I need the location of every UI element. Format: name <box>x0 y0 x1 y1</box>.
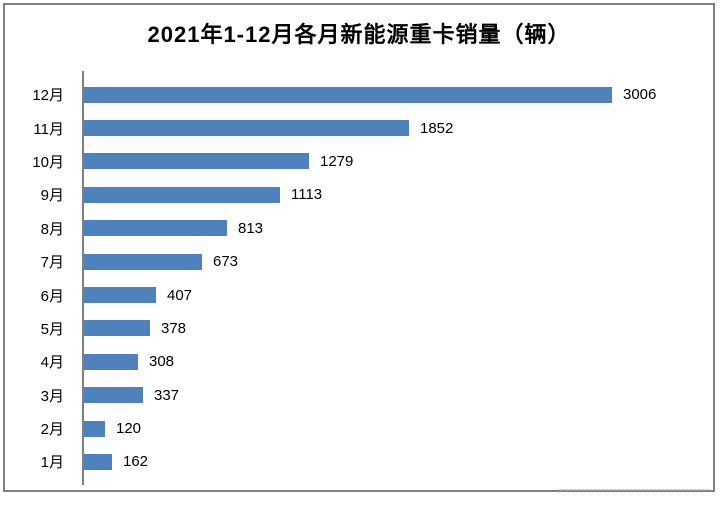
category-label: 1月 <box>40 454 64 472</box>
value-label: 162 <box>123 453 149 471</box>
bar-zone: 337 <box>82 387 179 404</box>
bar-zone: 120 <box>82 420 141 437</box>
chart-frame: 2021年1-12月各月新能源重卡销量（辆） 12月 3006 11月 1852 10月… <box>3 3 715 492</box>
category-label: 10月 <box>32 153 64 171</box>
bar-row: 4月 308 <box>7 345 711 378</box>
bar <box>84 287 156 304</box>
bar-zone: 3006 <box>82 86 656 103</box>
bar-row: 9月 1113 <box>7 178 711 211</box>
bar-row: 12月 3006 <box>7 78 711 111</box>
bar-zone: 1852 <box>82 120 453 137</box>
category-label: 7月 <box>40 254 64 272</box>
bar-row: 2月 120 <box>7 412 711 445</box>
bar-row: 7月 673 <box>7 245 711 278</box>
chart-title: 2021年1-12月各月新能源重卡销量（辆） <box>147 22 571 47</box>
bar-row: 1月 162 <box>7 445 711 478</box>
value-label: 308 <box>149 353 175 371</box>
category-label: 6月 <box>40 287 64 305</box>
bar <box>84 153 309 170</box>
category-label: 4月 <box>40 354 64 372</box>
bar-zone: 1279 <box>82 153 353 170</box>
category-label: 9月 <box>40 187 64 205</box>
value-label: 378 <box>161 319 187 337</box>
bar-zone: 407 <box>82 287 192 304</box>
bar <box>84 420 105 437</box>
value-label: 1113 <box>291 186 323 204</box>
category-label: 12月 <box>32 87 64 105</box>
value-label: 3006 <box>623 86 657 104</box>
bar-row: 8月 813 <box>7 212 711 245</box>
value-label: 1852 <box>420 119 454 137</box>
category-label: 11月 <box>33 120 64 138</box>
bar-rows: 12月 3006 11月 1852 10月 1279 9月 1113 8月 813 7月 673 6月 4… <box>7 78 711 479</box>
bar-zone: 813 <box>82 220 263 237</box>
bar <box>84 186 280 203</box>
bar-row: 5月 378 <box>7 312 711 345</box>
bar-zone: 673 <box>82 253 238 270</box>
value-label: 673 <box>213 253 239 271</box>
value-label: 1279 <box>320 152 354 170</box>
value-label: 337 <box>154 386 180 404</box>
bar-row: 3月 337 <box>7 379 711 412</box>
bar <box>84 320 150 337</box>
bar-zone: 162 <box>82 453 148 470</box>
bar <box>84 453 112 470</box>
category-label: 2月 <box>40 421 64 439</box>
bar-zone: 1113 <box>82 186 322 203</box>
value-label: 813 <box>238 219 264 237</box>
bar-zone: 308 <box>82 353 174 370</box>
watermark <box>559 489 707 491</box>
bar <box>84 387 143 404</box>
bar <box>84 253 202 270</box>
category-label: 8月 <box>40 220 64 238</box>
y-axis-line <box>82 71 84 485</box>
category-label: 3月 <box>40 387 64 405</box>
value-label: 407 <box>167 286 193 304</box>
bar-zone: 378 <box>82 320 186 337</box>
category-label: 5月 <box>40 320 64 338</box>
bar <box>84 353 138 370</box>
bar <box>84 86 612 103</box>
bar <box>84 120 409 137</box>
plot-area: 12月 3006 11月 1852 10月 1279 9月 1113 8月 813 7月 673 6月 4… <box>7 71 711 485</box>
bar-row: 6月 407 <box>7 278 711 311</box>
bar-row: 11月 1852 <box>7 111 711 144</box>
bar <box>84 220 227 237</box>
bar-row: 10月 1279 <box>7 145 711 178</box>
value-label: 120 <box>116 420 142 438</box>
